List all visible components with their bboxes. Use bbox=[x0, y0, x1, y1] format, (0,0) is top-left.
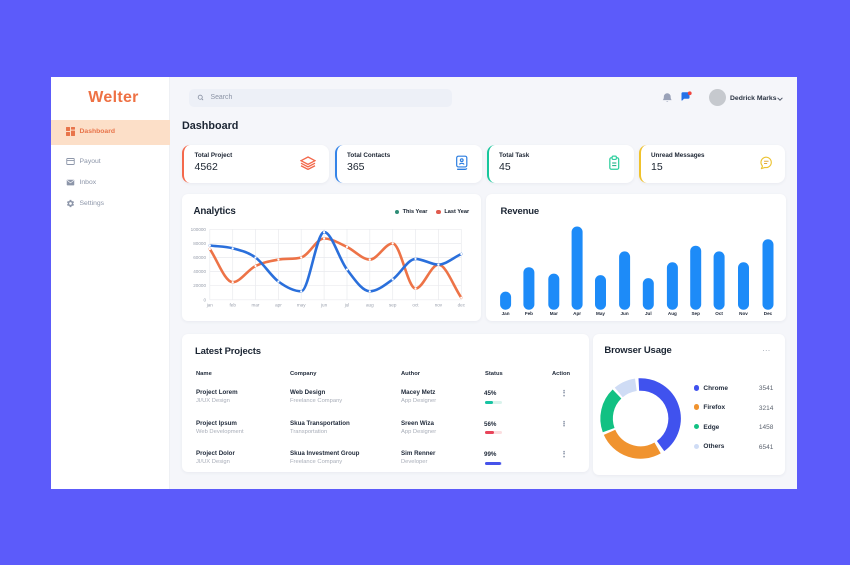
svg-text:May: May bbox=[596, 311, 605, 316]
svg-text:sep: sep bbox=[389, 303, 397, 308]
svg-text:dec: dec bbox=[458, 303, 466, 308]
svg-text:Jul: Jul bbox=[645, 311, 652, 316]
svg-text:aug: aug bbox=[366, 303, 374, 308]
svg-text:jul: jul bbox=[344, 303, 350, 308]
svg-text:100000: 100000 bbox=[191, 227, 207, 232]
svg-text:Jan: Jan bbox=[502, 311, 510, 316]
svg-text:60000: 60000 bbox=[193, 255, 206, 260]
svg-text:Nov: Nov bbox=[739, 311, 748, 316]
svg-text:40000: 40000 bbox=[193, 269, 206, 274]
svg-text:0: 0 bbox=[203, 297, 206, 302]
svg-text:nov: nov bbox=[435, 303, 443, 308]
svg-text:Sep: Sep bbox=[691, 311, 700, 316]
svg-text:Oct: Oct bbox=[715, 311, 723, 316]
svg-text:Mar: Mar bbox=[550, 311, 558, 316]
svg-text:may: may bbox=[297, 303, 306, 308]
svg-text:80000: 80000 bbox=[193, 241, 206, 246]
svg-text:jun: jun bbox=[320, 303, 328, 308]
svg-text:Apr: Apr bbox=[573, 311, 581, 316]
svg-text:apr: apr bbox=[275, 303, 282, 308]
svg-text:mar: mar bbox=[252, 303, 260, 308]
svg-text:jan: jan bbox=[206, 303, 214, 308]
svg-text:Jun: Jun bbox=[621, 311, 629, 316]
svg-text:Dec: Dec bbox=[764, 311, 773, 316]
svg-text:Aug: Aug bbox=[668, 311, 677, 316]
svg-text:Feb: Feb bbox=[525, 311, 533, 316]
svg-text:20000: 20000 bbox=[193, 283, 206, 288]
svg-text:oct: oct bbox=[412, 303, 419, 308]
svg-text:feb: feb bbox=[230, 303, 237, 308]
